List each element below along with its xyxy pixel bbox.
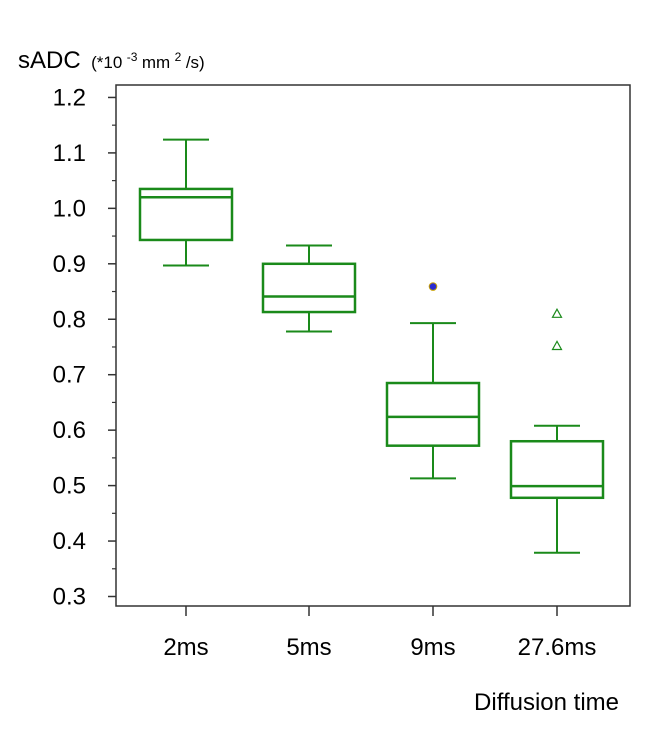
- y-tick-label: 1.0: [53, 195, 86, 222]
- y-axis-unit-open: (*10: [91, 53, 122, 72]
- outlier-dot: [428, 282, 438, 291]
- y-axis-unit-exponent-2: 2: [175, 50, 182, 64]
- box-27.6ms: [509, 307, 605, 554]
- x-tick-label: 27.6ms: [518, 634, 597, 661]
- x-axis: 2ms 5ms 9ms 27.6ms: [163, 606, 596, 661]
- y-tick-label: 0.6: [53, 417, 86, 444]
- y-tick-label: 0.3: [53, 584, 86, 611]
- interquartile-box: [261, 262, 357, 314]
- x-tick-label: 9ms: [410, 634, 455, 661]
- y-axis-title: sADC (*10 -3 mm 2 /s): [18, 47, 205, 74]
- outlier-triangle: [551, 307, 563, 318]
- y-tick-label: 0.5: [53, 473, 86, 500]
- box-2ms: [138, 138, 234, 267]
- box-5ms: [261, 244, 357, 333]
- interquartile-box: [509, 439, 605, 500]
- y-tick-label: 1.1: [53, 140, 86, 167]
- outlier-triangle: [551, 340, 563, 351]
- y-tick-label: 0.4: [53, 528, 86, 555]
- x-axis-title: Diffusion time: [474, 689, 619, 716]
- y-tick-label: 0.7: [53, 362, 86, 389]
- y-axis-unit-mid: mm: [142, 53, 170, 72]
- y-axis-unit-close: /s): [186, 53, 205, 72]
- interquartile-box: [385, 381, 481, 447]
- y-axis-title-main: sADC: [18, 47, 81, 74]
- x-tick-label: 2ms: [163, 634, 208, 661]
- y-tick-label: 0.9: [53, 251, 86, 278]
- y-tick-label: 0.8: [53, 306, 86, 333]
- box-9ms: [385, 282, 481, 480]
- plot-frame: [115, 84, 631, 607]
- y-tick-label: 1.2: [53, 84, 86, 111]
- x-tick-label: 5ms: [286, 634, 331, 661]
- boxes-layer: [138, 138, 605, 554]
- y-axis-unit-exponent: -3: [127, 50, 138, 64]
- y-axis: 0.3 0.4 0.5 0.6 0.7 0.8 0.9 1.0 1.1 1.2: [53, 84, 116, 611]
- interquartile-box: [138, 187, 234, 242]
